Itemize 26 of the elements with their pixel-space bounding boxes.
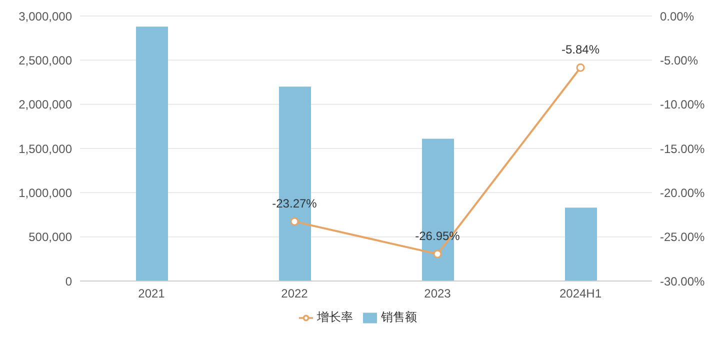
y2-tick-label: -15.00% [660, 142, 706, 156]
data-label: -5.84% [561, 42, 600, 57]
x-tick-label: 2023 [424, 286, 452, 301]
legend-label: 销售额 [381, 310, 417, 324]
x-tick-label: 2024H1 [559, 286, 602, 301]
point [290, 217, 299, 226]
y2-tick-label: -10.00% [660, 98, 706, 112]
y2-tick-label: 0.00% [660, 9, 694, 24]
y2-tick-label: -20.00% [660, 186, 706, 200]
x-tick-label: 2022 [281, 286, 308, 301]
y2-tick-label: -25.00% [660, 230, 706, 244]
y-tick-label: 2,500,000 [18, 53, 72, 68]
y-tick-label: 0 [65, 274, 72, 288]
x-tick-label: 2021 [138, 286, 166, 301]
y-tick-label: 500,000 [28, 230, 72, 244]
y2-tick-label: -5.00% [660, 53, 698, 68]
point [433, 250, 442, 258]
point [576, 63, 585, 72]
y-tick-label: 1,500,000 [18, 142, 72, 156]
bar [136, 26, 168, 281]
bar [565, 208, 597, 281]
y-tick-label: 3,000,000 [18, 9, 72, 24]
y2-tick-label: -30.00% [660, 274, 706, 288]
y-tick-label: 1,000,000 [18, 186, 72, 200]
y-tick-label: 2,000,000 [18, 98, 72, 112]
legend-label: 增长率 [317, 310, 353, 324]
